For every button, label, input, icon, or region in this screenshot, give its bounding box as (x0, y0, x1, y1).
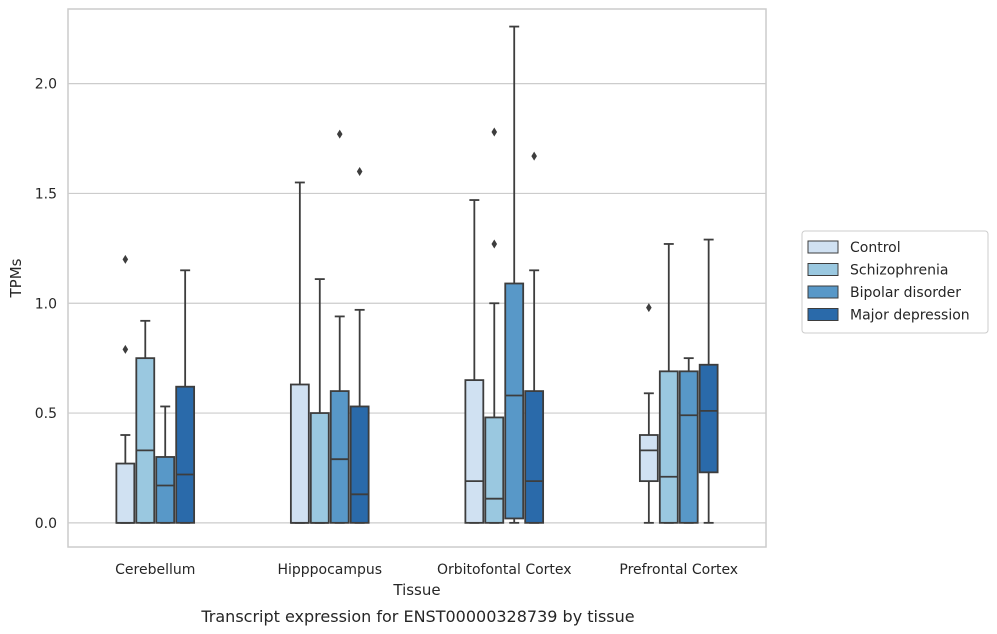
x-tick-label: Cerebellum (115, 562, 195, 578)
box-body (329, 390, 350, 524)
outlier-point (356, 166, 363, 176)
box-body (638, 434, 659, 483)
box-0-0 (115, 254, 136, 524)
box-1-3 (658, 243, 679, 524)
box-0-3 (638, 303, 659, 524)
legend-label: Control (850, 240, 901, 256)
box-body (464, 379, 485, 524)
legend-label: Major depression (850, 308, 970, 324)
outlier-point (122, 254, 129, 264)
box-2-1 (329, 129, 350, 524)
legend-swatch (807, 263, 839, 276)
box-body (678, 370, 699, 524)
box-body (658, 370, 679, 524)
box-0-2 (464, 199, 485, 524)
box-1-2 (484, 127, 505, 524)
y-tick-labels: 0.0 0.5 1.0 1.5 2.0 (35, 77, 57, 532)
legend-swatch (807, 285, 839, 299)
box-0-1 (289, 181, 310, 524)
y-tick-label: 1.0 (35, 296, 57, 312)
x-tick-label: Hipppocampus (277, 562, 382, 578)
box-1-1 (309, 278, 330, 524)
box-body (135, 357, 156, 524)
x-tick-label: Prefrontal Cortex (619, 562, 738, 578)
y-tick-label: 0.5 (35, 406, 57, 422)
legend-swatch (807, 308, 839, 321)
box-3-0 (175, 269, 196, 524)
box-1-0 (135, 319, 156, 524)
legend-label: Schizophrenia (850, 263, 948, 279)
box-body (289, 383, 310, 524)
outlier-point (122, 344, 129, 354)
legend-label: Bipolar disorder (850, 285, 961, 301)
box-body (524, 390, 545, 524)
box-body (504, 282, 525, 520)
x-tick-labels: Cerebellum Hipppocampus Orbitofontal Corte… (115, 562, 738, 578)
outlier-point (336, 129, 343, 139)
y-tick-label: 2.0 (35, 77, 57, 93)
box-body (484, 416, 505, 524)
box-body (175, 385, 196, 524)
y-tick-label: 0.0 (35, 516, 57, 532)
box-2-2 (504, 25, 525, 524)
outlier-point (491, 239, 498, 249)
box-body (698, 363, 719, 474)
y-tick-label: 1.5 (35, 186, 57, 202)
legend-frame (801, 230, 989, 334)
box-body (309, 412, 330, 524)
plot-frame (67, 8, 767, 548)
box-3-2 (524, 151, 545, 524)
legend-swatch (807, 240, 839, 254)
chart-caption: Transcript expression for ENST0000032873… (200, 607, 634, 626)
y-axis-label: TPMs (7, 258, 25, 298)
box-body (155, 456, 176, 524)
box-2-3 (678, 357, 699, 524)
box-2-0 (155, 405, 176, 524)
legend: Control Schizophrenia Bipolar disorder Majo… (801, 230, 989, 334)
x-tick-label: Orbitofontal Cortex (437, 562, 572, 578)
box-body (115, 462, 136, 524)
boxes (115, 25, 719, 524)
box-3-1 (349, 166, 370, 524)
outlier-point (531, 151, 537, 161)
outlier-point (646, 303, 652, 313)
box-3-3 (698, 238, 719, 524)
x-axis-label: Tissue (392, 581, 440, 599)
box-body (349, 405, 370, 524)
outlier-point (491, 127, 498, 137)
